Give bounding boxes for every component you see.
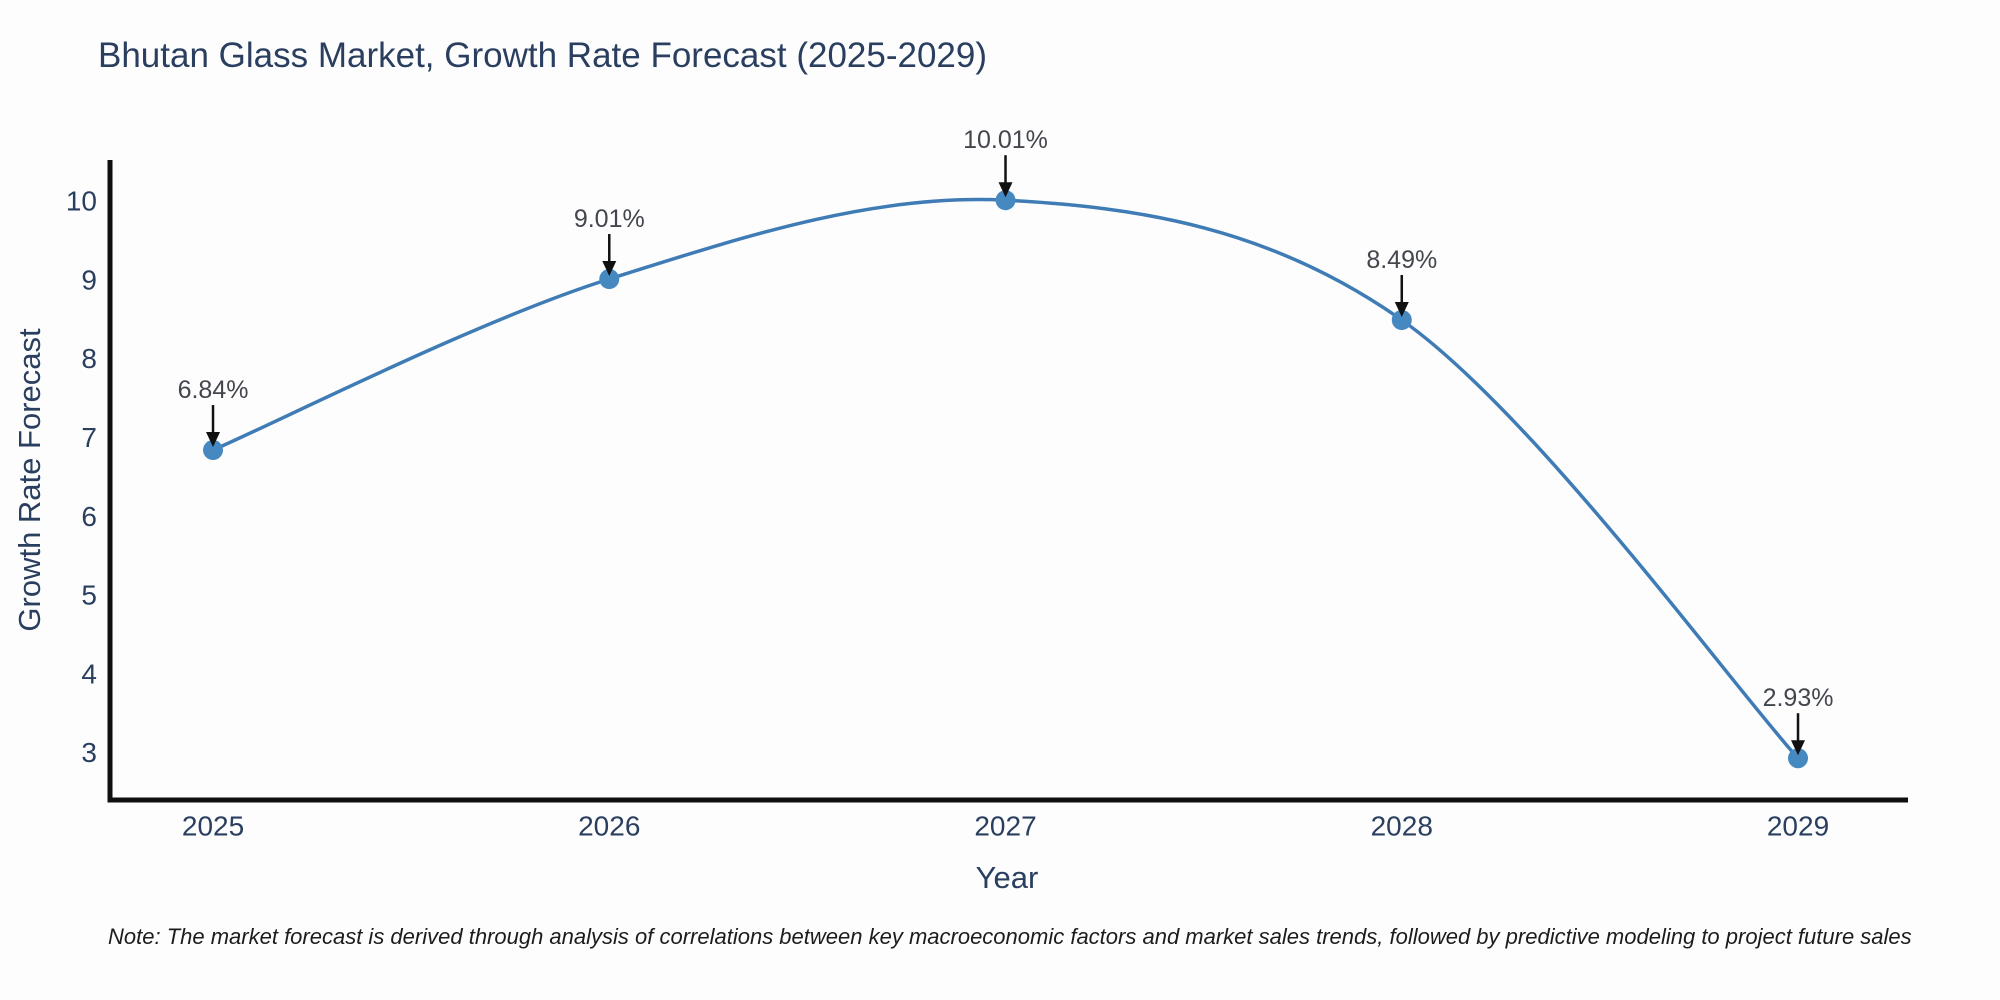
point-value-label: 9.01% <box>574 205 645 233</box>
footnote: Note: The market forecast is derived thr… <box>108 924 1912 949</box>
x-axis-title: Year <box>975 860 1039 895</box>
forecast-line <box>212 197 1800 760</box>
y-axis-title: Growth Rate Forecast <box>12 328 47 632</box>
point-value-label: 6.84% <box>178 376 249 404</box>
x-tick-label: 2028 <box>1371 811 1433 842</box>
annotation-arrowhead-icon <box>1791 740 1806 756</box>
point-value-label: 10.01% <box>963 126 1048 154</box>
y-tick-label: 8 <box>81 343 97 374</box>
y-tick-label: 3 <box>81 737 97 768</box>
point-value-label: 2.93% <box>1763 684 1834 712</box>
x-tick-label: 2026 <box>578 811 640 842</box>
point-value-label: 8.49% <box>1366 246 1437 274</box>
y-tick-label: 4 <box>81 658 97 689</box>
y-tick-label: 6 <box>81 501 97 532</box>
data-point-2029[interactable] <box>1788 748 1809 769</box>
annotation-arrowhead-icon <box>206 432 221 448</box>
y-tick-label: 5 <box>81 580 97 611</box>
y-tick-label: 7 <box>81 422 97 453</box>
data-point-2026[interactable] <box>599 269 620 290</box>
data-point-2027[interactable] <box>995 190 1016 211</box>
chart-title: Bhutan Glass Market, Growth Rate Forecas… <box>98 36 988 75</box>
annotation-arrowhead-icon <box>602 261 617 277</box>
data-point-2028[interactable] <box>1391 310 1412 330</box>
data-point-2025[interactable] <box>203 440 224 461</box>
annotation-arrowhead-icon <box>998 182 1013 198</box>
x-tick-label: 2029 <box>1767 811 1829 842</box>
annotation-arrowhead-icon <box>1394 302 1409 317</box>
y-tick-label: 9 <box>81 264 97 295</box>
y-tick-label: 10 <box>66 185 97 216</box>
x-tick-label: 2027 <box>974 811 1036 842</box>
x-tick-label: 2025 <box>182 811 244 842</box>
